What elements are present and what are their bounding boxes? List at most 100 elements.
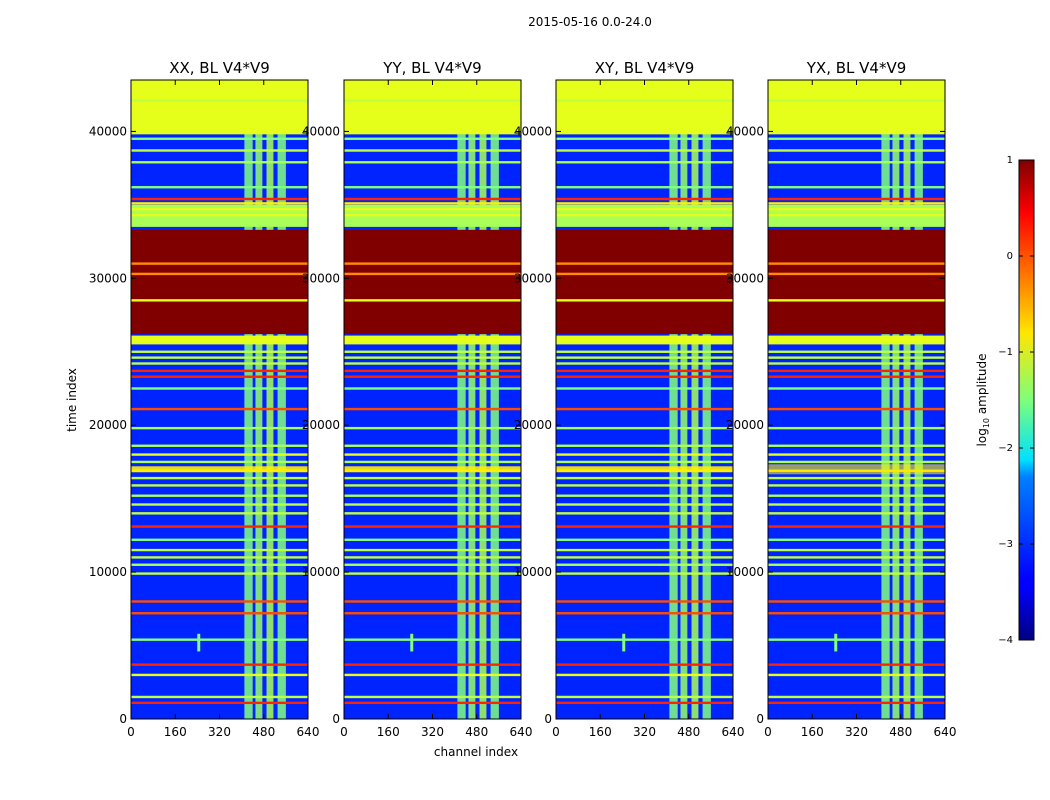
time-line xyxy=(131,356,308,359)
time-line xyxy=(344,362,521,365)
time-line xyxy=(556,503,733,506)
x-tick-label: 160 xyxy=(377,725,400,739)
time-line xyxy=(768,572,945,575)
rfi-channel-band xyxy=(702,80,711,719)
time-line xyxy=(344,213,521,217)
rfi-channel-band xyxy=(255,80,263,719)
time-line xyxy=(768,186,945,189)
rfi-channel-band xyxy=(914,80,923,719)
x-tick-label: 640 xyxy=(510,725,533,739)
y-tick-label: 20000 xyxy=(726,418,764,432)
time-line xyxy=(131,350,308,353)
time-line xyxy=(768,460,945,464)
time-line xyxy=(768,503,945,506)
time-line xyxy=(768,369,945,373)
time-line xyxy=(556,362,733,365)
time-line xyxy=(768,563,945,566)
time-line xyxy=(556,572,733,575)
y-tick-label: 10000 xyxy=(514,565,552,579)
time-line xyxy=(556,426,733,430)
spike xyxy=(622,633,626,652)
time-line xyxy=(131,272,308,276)
x-axis-label: channel index xyxy=(434,745,518,759)
time-line xyxy=(768,137,945,140)
rfi-channel-band xyxy=(881,80,890,719)
y-tick-label: 20000 xyxy=(514,418,552,432)
time-line xyxy=(131,572,308,575)
time-line xyxy=(768,444,945,447)
panel-4: YX, BL V4*V9 0 160 320 480 640 0 10000 20000 3000… xyxy=(726,59,957,739)
time-line xyxy=(344,99,521,102)
time-line xyxy=(556,612,733,615)
time-line xyxy=(344,538,521,541)
time-line xyxy=(131,600,308,603)
panels-group: XX, BL V4*V9 0 160 320 480 640 0 10000 20000 3000… xyxy=(89,59,957,739)
time-block xyxy=(556,229,733,335)
panel-title: XY, BL V4*V9 xyxy=(595,59,695,77)
time-line xyxy=(131,460,308,464)
time-line xyxy=(344,356,521,359)
time-line xyxy=(344,563,521,566)
time-line xyxy=(768,612,945,615)
rfi-channel-band xyxy=(457,80,466,719)
time-line xyxy=(556,375,733,378)
time-line xyxy=(768,213,945,217)
time-line xyxy=(556,149,733,152)
time-line xyxy=(131,525,308,528)
time-line xyxy=(131,548,308,552)
time-line xyxy=(344,663,521,666)
colorbar-tick-label: −4 xyxy=(998,635,1013,646)
time-line xyxy=(768,663,945,666)
time-line xyxy=(768,161,945,164)
colorbar-tick-label: −3 xyxy=(998,539,1013,550)
time-line xyxy=(131,476,308,480)
rfi-channel-band xyxy=(903,80,911,719)
colorbar: 10−1−2−3−4 log10 amplitude xyxy=(975,155,1035,646)
time-line xyxy=(131,494,308,497)
time-line xyxy=(344,572,521,575)
time-line xyxy=(344,197,521,201)
time-line xyxy=(556,208,733,211)
time-line xyxy=(131,538,308,541)
panel-title: XX, BL V4*V9 xyxy=(169,59,270,77)
time-line xyxy=(131,387,308,390)
time-line xyxy=(556,444,733,447)
x-tick-label: 320 xyxy=(421,725,444,739)
rfi-channel-band xyxy=(669,80,678,719)
spike xyxy=(834,633,838,652)
time-line xyxy=(768,548,945,552)
time-line xyxy=(344,673,521,677)
time-line xyxy=(556,453,733,456)
time-block xyxy=(344,229,521,335)
time-block xyxy=(131,80,308,135)
time-block xyxy=(768,335,945,345)
time-line xyxy=(768,208,945,211)
time-line xyxy=(131,362,308,365)
rfi-channel-band xyxy=(892,80,900,719)
time-line xyxy=(556,701,733,705)
time-line xyxy=(131,208,308,211)
time-line xyxy=(131,638,308,641)
time-block xyxy=(344,80,521,135)
time-line xyxy=(344,460,521,464)
time-line xyxy=(344,512,521,515)
time-line xyxy=(344,484,521,487)
rfi-channel-band xyxy=(680,80,688,719)
time-block xyxy=(131,335,308,345)
time-line xyxy=(768,701,945,705)
colorbar-label-sub: 10 xyxy=(982,418,991,428)
x-tick-label: 320 xyxy=(845,725,868,739)
time-line xyxy=(131,375,308,378)
time-line xyxy=(556,494,733,497)
x-tick-label: 320 xyxy=(633,725,656,739)
colorbar-label-main: log xyxy=(975,428,989,446)
rfi-channel-band xyxy=(490,80,499,719)
time-line xyxy=(131,701,308,705)
rfi-channel-band xyxy=(468,80,476,719)
rfi-channel-band xyxy=(691,80,699,719)
x-tick-label: 0 xyxy=(764,725,772,739)
x-tick-label: 480 xyxy=(252,725,275,739)
time-line xyxy=(131,663,308,666)
time-line xyxy=(556,663,733,666)
